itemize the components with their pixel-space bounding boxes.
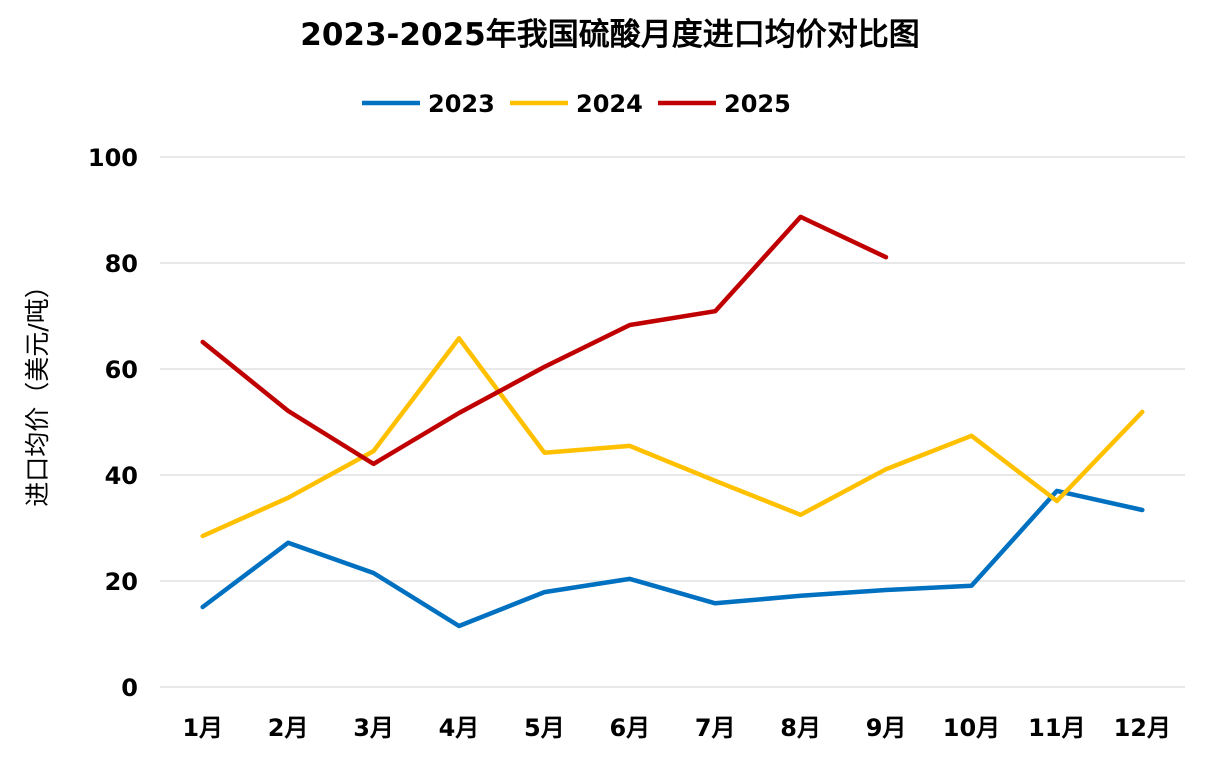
x-tick-labels: 1月 2月 3月 4月 5月 6月 7月 8月 9月 10月 11月 12月 [182, 714, 1171, 742]
x-tick-label: 3月 [353, 714, 394, 742]
x-tick-label: 10月 [943, 714, 1000, 742]
series-line-2023 [203, 491, 1143, 626]
y-tick-label: 20 [105, 568, 138, 596]
x-tick-label: 12月 [1114, 714, 1171, 742]
series-lines [203, 217, 1143, 626]
series-line-2025 [203, 217, 886, 464]
series-line-2024 [203, 338, 1143, 536]
y-tick-label: 100 [88, 144, 138, 172]
x-tick-label: 6月 [609, 714, 650, 742]
x-tick-label: 1月 [182, 714, 223, 742]
y-axis-label: 进口均价（美元/吨） [23, 273, 52, 506]
legend-label-2025: 2025 [724, 90, 791, 118]
y-tick-label: 40 [105, 462, 138, 490]
y-tick-labels: 0 20 40 60 80 100 [88, 144, 138, 702]
y-tick-label: 80 [105, 250, 138, 278]
x-tick-label: 9月 [866, 714, 907, 742]
legend-label-2023: 2023 [428, 90, 495, 118]
y-tick-label: 60 [105, 356, 138, 384]
chart-title: 2023-2025年我国硫酸月度进口均价对比图 [300, 17, 919, 53]
x-tick-label: 7月 [695, 714, 736, 742]
x-tick-label: 11月 [1028, 714, 1085, 742]
x-tick-label: 4月 [439, 714, 480, 742]
x-tick-label: 5月 [524, 714, 565, 742]
x-tick-label: 8月 [780, 714, 821, 742]
gridlines [160, 157, 1185, 687]
x-tick-label: 2月 [268, 714, 309, 742]
legend: 2023 2024 2025 [362, 90, 791, 118]
legend-label-2024: 2024 [576, 90, 643, 118]
y-tick-label: 0 [121, 674, 138, 702]
